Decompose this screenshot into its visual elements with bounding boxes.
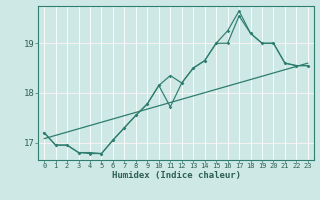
X-axis label: Humidex (Indice chaleur): Humidex (Indice chaleur) [111,171,241,180]
